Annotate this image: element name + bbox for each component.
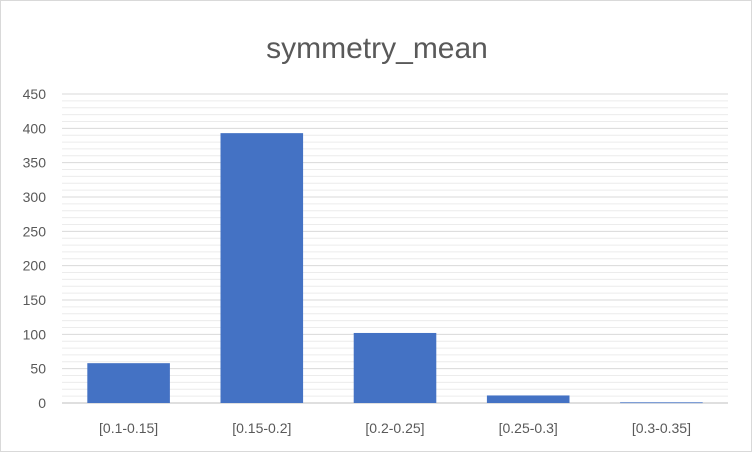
y-tick-label: 300 [23, 189, 47, 205]
chart-title: symmetry_mean [266, 32, 488, 65]
x-tick-label: [0.3-0.35] [632, 420, 691, 436]
bar-1 [87, 363, 170, 403]
grid-lines [62, 93, 728, 404]
bar-4 [486, 395, 570, 403]
y-tick-label: 350 [23, 155, 47, 171]
x-tick-label: [0.15-0.2] [232, 420, 291, 436]
x-tick-label: [0.1-0.15] [99, 420, 158, 436]
y-tick-label: 100 [23, 326, 47, 342]
bar-3 [353, 332, 437, 403]
y-tick-label: 400 [23, 120, 47, 136]
x-tick-label: [0.25-0.3] [499, 420, 558, 436]
x-tick-label: [0.2-0.25] [365, 420, 424, 436]
y-tick-label: 0 [38, 395, 46, 411]
bar-5 [620, 402, 703, 404]
x-axis-ticks: [0.1-0.15] [0.15-0.2] [0.2-0.25] [0.25-0.3]… [99, 420, 691, 436]
bar-2 [220, 133, 304, 403]
y-axis-ticks: 0 50 100 150 200 250 300 350 400 450 [23, 86, 47, 411]
bars [87, 133, 703, 404]
y-tick-label: 50 [30, 361, 46, 377]
y-tick-label: 450 [23, 86, 47, 102]
y-tick-label: 150 [23, 292, 47, 308]
y-tick-label: 200 [23, 258, 47, 274]
y-tick-label: 250 [23, 223, 47, 239]
